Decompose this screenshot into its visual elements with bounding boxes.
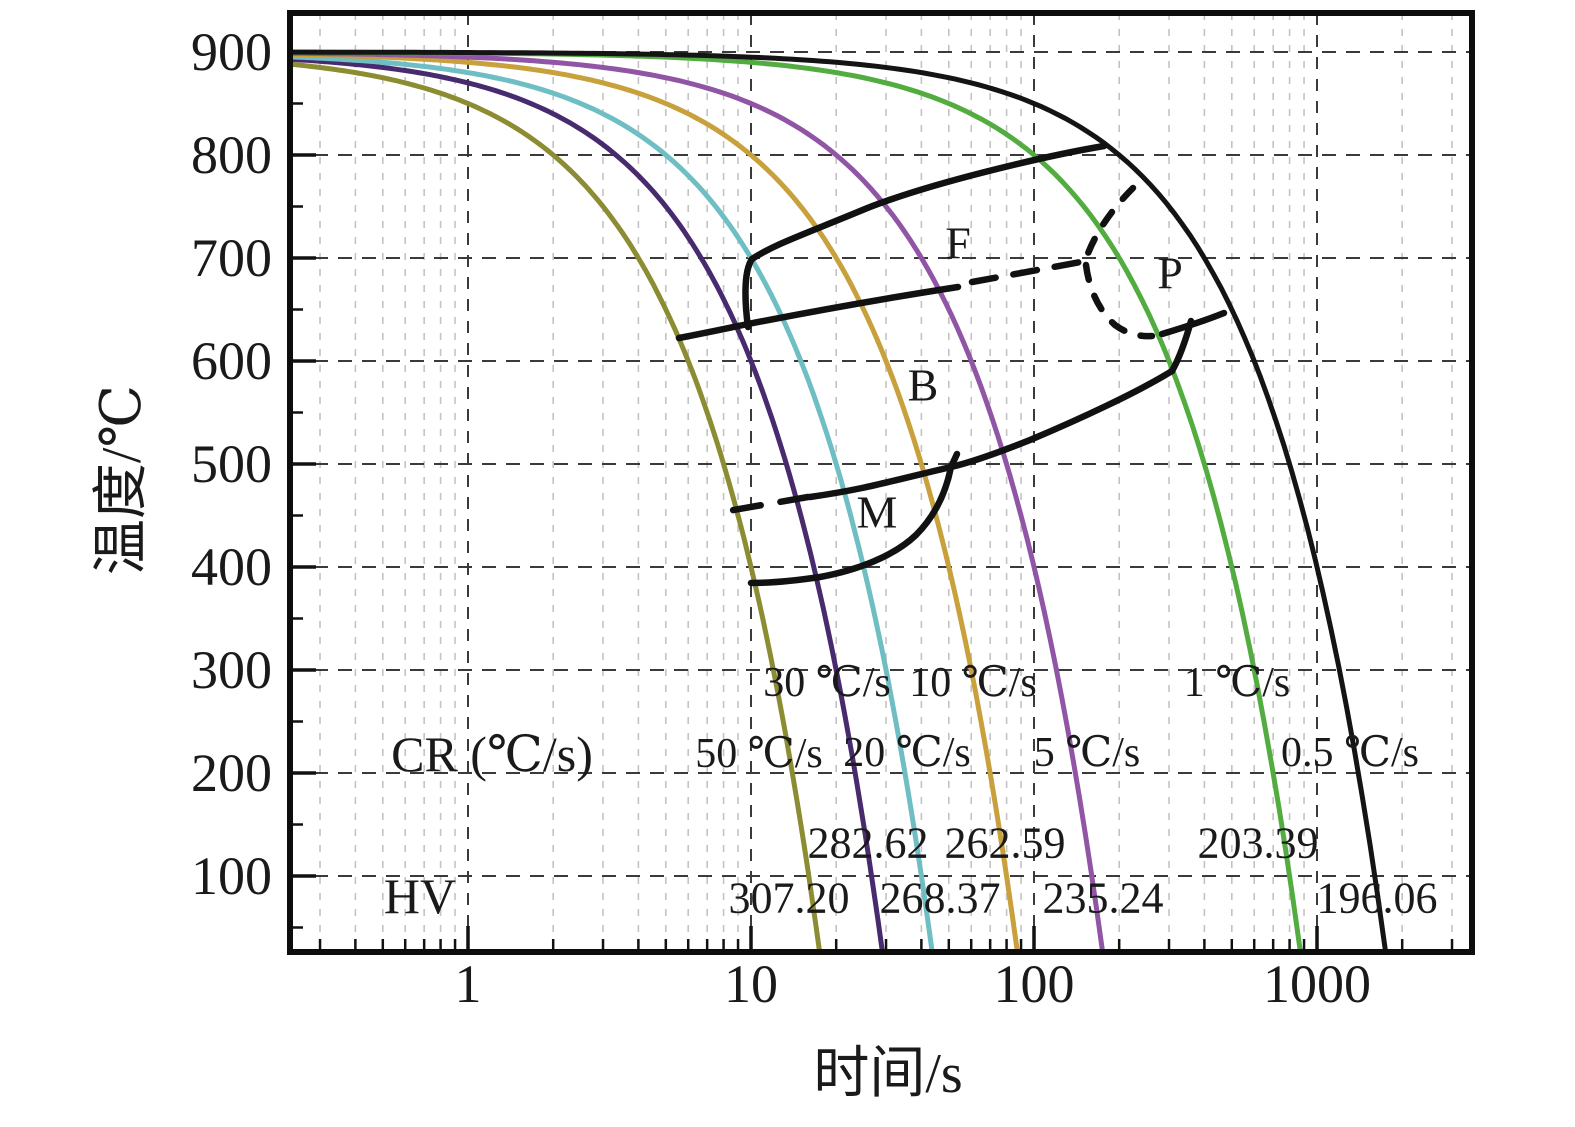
phase-label-B: B <box>908 360 939 411</box>
boundary-bainite-finish-line <box>806 367 1176 501</box>
boundary-pearlite-arc-upper <box>1083 184 1137 260</box>
boundary-bainite-start-line <box>675 283 962 342</box>
x-axis-title: 时间/s <box>813 1043 962 1105</box>
y-tick-label-800: 800 <box>191 125 272 185</box>
cooling-curve-50 <box>287 61 823 955</box>
hv-value-20: 268.37 <box>880 874 1001 923</box>
hv-value-5: 235.24 <box>1043 874 1164 923</box>
hv-value-1: 203.39 <box>1198 819 1319 868</box>
x-tick-label-10: 10 <box>724 954 778 1014</box>
boundary-pearlite-arc-lower <box>1082 261 1156 340</box>
y-tick-label-100: 100 <box>191 846 272 906</box>
rate-label-1: 1 ℃/s <box>1184 660 1291 706</box>
x-tick-label-1: 1 <box>455 954 482 1014</box>
phase-label-F: F <box>945 218 971 269</box>
phase-label-P: P <box>1157 248 1183 299</box>
hv-value-10: 262.59 <box>945 819 1066 868</box>
rate-label-30: 30 ℃/s <box>763 660 891 706</box>
hardness-header: HV <box>384 868 456 924</box>
boundary-martensite-spur <box>947 450 961 471</box>
rate-label-20: 20 ℃/s <box>843 730 971 776</box>
rate-label-5: 5 ℃/s <box>1034 730 1141 776</box>
y-tick-label-300: 300 <box>191 640 272 700</box>
y-tick-label-900: 900 <box>191 22 272 82</box>
boundary-ferrite-start-arc <box>742 142 1108 331</box>
cooling-rate-header: CR (℃/s) <box>391 726 593 782</box>
cooling-curve-0_5 <box>287 49 1389 955</box>
boundary-martensite-start-dashed <box>718 493 812 516</box>
boundary-bainite-start-dashed <box>968 257 1090 286</box>
y-tick-label-500: 500 <box>191 434 272 494</box>
y-tick-label-600: 600 <box>191 331 272 391</box>
boundary-pearlite-hook <box>1168 317 1195 375</box>
phase-label-M: M <box>857 487 898 538</box>
rate-label-50: 50 ℃/s <box>695 731 823 777</box>
y-tick-label-400: 400 <box>191 537 272 597</box>
x-tick-label-1000: 1000 <box>1263 954 1371 1014</box>
rate-label-10: 10 ℃/s <box>909 660 1037 706</box>
hv-value-0_5: 196.06 <box>1317 874 1438 923</box>
hv-value-50: 307.20 <box>729 874 850 923</box>
boundary-martensite-hook <box>747 463 955 587</box>
hv-value-30: 282.62 <box>808 819 929 868</box>
x-tick-label-100: 100 <box>994 954 1075 1014</box>
y-tick-label-700: 700 <box>191 228 272 288</box>
cooling-curve-30 <box>287 56 885 955</box>
y-tick-label-200: 200 <box>191 743 272 803</box>
cooling-curve-5 <box>287 50 1106 955</box>
plot-frame <box>287 10 1475 955</box>
cooling-curve-20 <box>287 54 935 955</box>
rate-label-0_5: 0.5 ℃/s <box>1281 730 1419 776</box>
cooling-curve-10 <box>287 51 1020 955</box>
y-axis-title: 温度/℃ <box>91 385 153 575</box>
